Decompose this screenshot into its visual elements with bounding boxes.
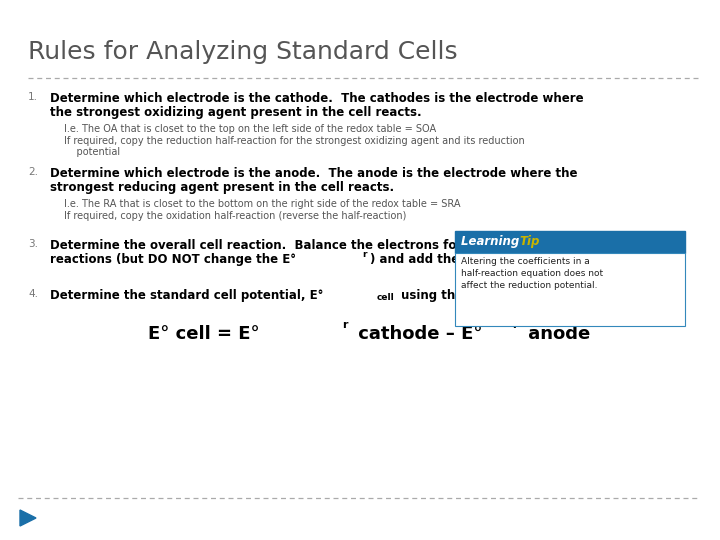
Text: 1.: 1.: [28, 92, 38, 102]
Text: I.e. The OA that is closet to the top on the left side of the redox table = SOA: I.e. The OA that is closet to the top on…: [64, 124, 436, 134]
Text: r: r: [512, 320, 518, 330]
Text: cathode – E°: cathode – E°: [352, 325, 482, 343]
Text: anode: anode: [522, 325, 590, 343]
Text: ) and add the half-rea: ) and add the half-rea: [370, 253, 516, 266]
Text: strongest reducing agent present in the cell reacts.: strongest reducing agent present in the …: [50, 181, 394, 194]
Text: Determine the standard cell potential, E°: Determine the standard cell potential, E…: [50, 289, 323, 302]
Text: E° cell = E°: E° cell = E°: [148, 325, 260, 343]
Text: Altering the coefficients in a
half-reaction equation does not
affect the reduct: Altering the coefficients in a half-reac…: [461, 257, 603, 289]
Text: I.e. The RA that is closet to the bottom on the right side of the redox table = : I.e. The RA that is closet to the bottom…: [64, 199, 461, 209]
Text: r: r: [342, 320, 348, 330]
Text: Determine which electrode is the cathode.  The cathodes is the electrode where: Determine which electrode is the cathode…: [50, 92, 584, 105]
Text: Determine the overall cell reaction.  Balance the electrons fo: Determine the overall cell reaction. Bal…: [50, 239, 456, 252]
FancyBboxPatch shape: [455, 231, 685, 253]
Text: 3.: 3.: [28, 239, 38, 249]
Text: If required, copy the oxidation half-reaction (reverse the half-reaction): If required, copy the oxidation half-rea…: [64, 211, 406, 221]
Text: cell: cell: [377, 293, 395, 302]
Text: If required, copy the reduction half-reaction for the strongest oxidizing agent : If required, copy the reduction half-rea…: [64, 136, 525, 146]
Text: the strongest oxidizing agent present in the cell reacts.: the strongest oxidizing agent present in…: [50, 106, 422, 119]
Text: reactions (but DO NOT change the E°: reactions (but DO NOT change the E°: [50, 253, 296, 266]
Text: Rules for Analyzing Standard Cells: Rules for Analyzing Standard Cells: [28, 40, 458, 64]
Text: potential: potential: [64, 147, 120, 157]
Polygon shape: [20, 510, 36, 526]
Text: Tip: Tip: [519, 235, 539, 248]
Text: r: r: [362, 250, 366, 259]
FancyBboxPatch shape: [455, 253, 685, 326]
Text: Determine which electrode is the anode.  The anode is the electrode where the: Determine which electrode is the anode. …: [50, 167, 577, 180]
Text: 4.: 4.: [28, 289, 38, 299]
Text: Learning: Learning: [461, 235, 523, 248]
Text: using the equatio...: using the equatio...: [397, 289, 531, 302]
Text: 2.: 2.: [28, 167, 38, 177]
